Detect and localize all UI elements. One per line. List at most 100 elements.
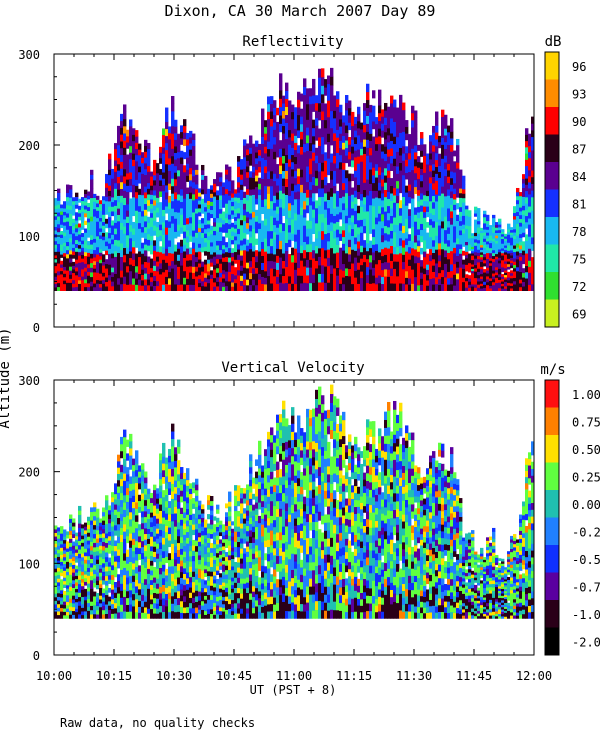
field-cell xyxy=(336,167,340,176)
field-cell xyxy=(285,90,289,100)
field-cell xyxy=(108,222,112,228)
field-cell xyxy=(54,230,58,235)
field-cell xyxy=(99,568,103,573)
field-cell xyxy=(72,614,76,619)
field-cell xyxy=(303,266,307,275)
field-cell xyxy=(408,253,412,260)
field-cell xyxy=(225,227,229,233)
field-cell xyxy=(462,180,466,185)
field-cell xyxy=(102,605,106,611)
field-cell xyxy=(183,132,187,140)
field-cell xyxy=(390,200,394,209)
field-cell xyxy=(525,203,529,210)
field-cell xyxy=(63,597,67,602)
field-cell xyxy=(60,231,64,235)
field-cell xyxy=(345,230,349,239)
field-cell xyxy=(114,211,118,218)
field-cell xyxy=(60,589,64,594)
field-cell xyxy=(141,481,145,488)
field-cell xyxy=(321,68,325,78)
field-cell xyxy=(141,540,145,548)
field-cell xyxy=(342,149,346,157)
field-cell xyxy=(180,188,184,196)
field-cell xyxy=(324,119,328,129)
field-cell xyxy=(288,195,292,204)
field-cell xyxy=(306,119,310,128)
field-cell xyxy=(402,153,406,161)
field-cell xyxy=(270,208,274,217)
field-cell xyxy=(390,283,394,291)
field-cell xyxy=(435,221,439,230)
field-cell xyxy=(108,561,112,567)
field-cell xyxy=(441,109,445,118)
field-cell xyxy=(153,572,157,578)
field-cell xyxy=(444,236,448,244)
field-cell xyxy=(366,250,370,260)
field-cell xyxy=(360,271,364,279)
field-cell xyxy=(483,287,487,291)
field-cell xyxy=(78,241,82,246)
field-cell xyxy=(93,564,97,570)
field-cell xyxy=(438,272,442,280)
field-cell xyxy=(378,143,382,152)
field-cell xyxy=(375,157,379,165)
field-cell xyxy=(507,245,511,249)
field-cell xyxy=(84,555,88,560)
field-cell xyxy=(54,532,58,537)
field-cell xyxy=(165,255,169,263)
field-cell xyxy=(417,262,421,269)
field-cell xyxy=(444,182,448,190)
field-cell xyxy=(129,561,133,570)
field-cell xyxy=(99,210,103,215)
field-cell xyxy=(75,247,79,252)
field-cell xyxy=(144,601,148,608)
field-cell xyxy=(138,200,142,207)
field-cell xyxy=(150,263,154,269)
field-cell xyxy=(297,260,301,269)
field-cell xyxy=(270,155,274,164)
field-cell xyxy=(78,251,82,256)
field-cell xyxy=(366,139,370,148)
colorbar-swatch xyxy=(545,162,559,190)
field-cell xyxy=(225,266,229,272)
field-cell xyxy=(381,283,385,291)
field-cell xyxy=(294,128,298,136)
field-cell xyxy=(60,529,64,534)
field-cell xyxy=(363,131,367,140)
field-cell xyxy=(96,576,100,581)
field-cell xyxy=(87,567,91,572)
field-cell xyxy=(522,209,526,215)
field-cell xyxy=(375,123,379,131)
field-cell xyxy=(327,224,331,234)
field-cell xyxy=(360,180,364,188)
field-cell xyxy=(381,123,385,131)
field-cell xyxy=(486,238,490,242)
field-cell xyxy=(267,215,271,224)
field-cell xyxy=(243,267,247,274)
field-cell xyxy=(144,488,148,495)
field-cell xyxy=(504,281,508,285)
field-cell xyxy=(441,262,445,271)
field-cell xyxy=(318,256,322,266)
field-cell xyxy=(183,218,187,226)
field-cell xyxy=(450,250,454,258)
field-cell xyxy=(435,139,439,147)
field-cell xyxy=(246,273,250,280)
field-cell xyxy=(114,222,118,229)
field-cell xyxy=(276,135,280,144)
field-cell xyxy=(339,126,343,134)
field-cell xyxy=(243,226,247,233)
field-cell xyxy=(351,256,355,264)
field-cell xyxy=(108,232,112,239)
field-cell xyxy=(117,542,121,550)
field-cell xyxy=(507,231,511,235)
field-cell xyxy=(486,246,490,251)
field-cell xyxy=(267,141,271,150)
field-cell xyxy=(102,276,106,281)
field-cell xyxy=(54,568,58,573)
field-cell xyxy=(366,203,370,212)
field-cell xyxy=(60,582,64,587)
field-cell xyxy=(201,189,205,195)
field-cell xyxy=(288,232,292,240)
field-cell xyxy=(312,184,316,194)
